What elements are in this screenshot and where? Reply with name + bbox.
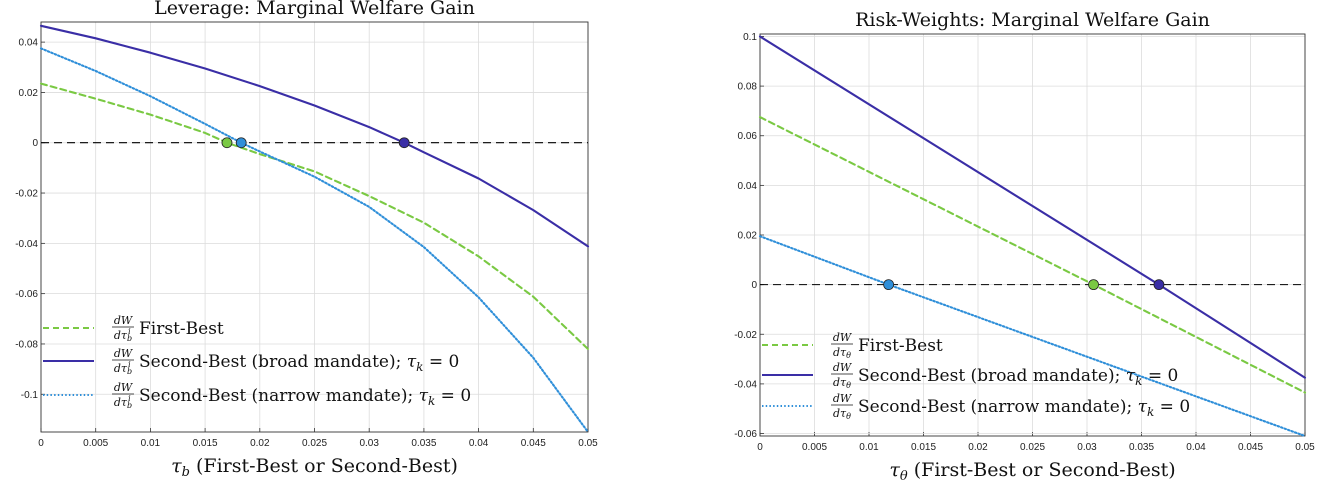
x-tick-label: 0.04 xyxy=(469,438,489,449)
y-tick-label: 0.02 xyxy=(738,231,758,242)
x-tick-label: 0.035 xyxy=(411,438,436,449)
axes-frame xyxy=(759,33,1306,437)
y-tick-label: 0.02 xyxy=(19,88,39,99)
legend-fraction-numerator: dW xyxy=(833,331,853,344)
root-marker-1 xyxy=(221,137,233,149)
y-tick-label: 0.04 xyxy=(738,181,758,192)
series-line-3 xyxy=(39,47,590,434)
y-tick-label: 0.04 xyxy=(19,38,39,49)
x-tick-label: 0.015 xyxy=(911,442,936,453)
chart-2: 0 0.005 0.01 0.015 0.02 0.025 0.03 0.035 0.04 0.0… xyxy=(734,9,1315,484)
y-tick-label: 0 xyxy=(751,280,757,291)
x-tick-label: 0.025 xyxy=(1020,442,1045,453)
legend-label-3: Second-Best (narrow mandate); τk = 0 xyxy=(858,397,1190,419)
root-marker-1 xyxy=(1088,279,1099,291)
x-tick-label: 0.05 xyxy=(578,438,598,449)
axes-frame xyxy=(40,21,589,433)
legend-label-1: First-Best xyxy=(139,319,224,339)
x-tick-label: 0.045 xyxy=(1238,442,1263,453)
y-tick-label: 0.06 xyxy=(738,131,758,142)
x-tick-label: 0.005 xyxy=(802,442,827,453)
root-marker-3 xyxy=(883,279,895,291)
x-tick-label: 0.015 xyxy=(193,438,218,449)
legend-fraction-denominator: dτθ xyxy=(833,407,851,421)
x-tick-label: 0.005 xyxy=(83,438,108,449)
legend-fraction-denominator: dτbi xyxy=(114,360,132,376)
legend-label-2: Second-Best (broad mandate); τk = 0 xyxy=(139,352,459,374)
legend-fraction-numerator: dW xyxy=(114,381,134,394)
chart-title: Leverage: Marginal Welfare Gain xyxy=(154,0,475,19)
series-line-2 xyxy=(39,24,590,248)
root-marker-2 xyxy=(398,137,410,149)
y-tick-label: -0.04 xyxy=(15,239,38,250)
x-tick-label: 0.03 xyxy=(1077,442,1097,453)
legend-fraction-numerator: dW xyxy=(833,392,853,405)
y-tick-label: 0.08 xyxy=(738,82,758,93)
x-tick-label: 0 xyxy=(38,438,44,449)
y-tick-label: -0.06 xyxy=(15,289,38,300)
x-tick-label: 0.025 xyxy=(302,438,327,449)
x-tick-label: 0.01 xyxy=(141,438,161,449)
x-tick-label: 0.035 xyxy=(1129,442,1154,453)
x-tick-label: 0.03 xyxy=(359,438,379,449)
legend-fraction-denominator: dτθ xyxy=(833,346,851,360)
x-tick-label: 0.01 xyxy=(859,442,879,453)
x-tick-label: 0.02 xyxy=(250,438,270,449)
legend-label-1: First-Best xyxy=(858,336,943,356)
y-tick-label: -0.02 xyxy=(734,330,757,341)
legend-label-3: Second-Best (narrow mandate); τk = 0 xyxy=(139,386,471,408)
y-tick-label: -0.02 xyxy=(15,189,38,200)
legend-fraction-numerator: dW xyxy=(114,314,134,327)
legend-label-2: Second-Best (broad mandate); τk = 0 xyxy=(858,366,1178,388)
x-axis-label: τθ (First-Best or Second-Best) xyxy=(889,459,1175,484)
y-tick-label: -0.1 xyxy=(21,390,39,401)
x-tick-label: 0 xyxy=(757,442,763,453)
root-marker-3 xyxy=(235,137,247,149)
chart-1: 0 0.005 0.01 0.015 0.02 0.025 0.03 0.035 0.04 0.0… xyxy=(15,0,598,480)
y-tick-label: 0.1 xyxy=(743,32,757,43)
x-tick-label: 0.02 xyxy=(968,442,988,453)
legend-fraction-numerator: dW xyxy=(833,361,853,374)
chart-title: Risk-Weights: Marginal Welfare Gain xyxy=(855,9,1210,31)
legend-fraction-denominator: dτθ xyxy=(833,376,851,390)
legend-fraction-denominator: dτbi xyxy=(114,327,132,343)
x-tick-label: 0.05 xyxy=(1295,442,1315,453)
y-tick-label: -0.06 xyxy=(734,429,757,440)
legend-fraction-numerator: dW xyxy=(114,347,134,360)
y-tick-label: -0.08 xyxy=(15,339,38,350)
x-axis-label: τb (First-Best or Second-Best) xyxy=(171,455,458,480)
x-tick-label: 0.04 xyxy=(1186,442,1206,453)
y-tick-label: 0 xyxy=(32,138,38,149)
root-marker-2 xyxy=(1153,279,1165,291)
legend-fraction-denominator: dτbi xyxy=(114,394,132,410)
y-tick-label: -0.04 xyxy=(734,379,757,390)
x-tick-label: 0.045 xyxy=(521,438,546,449)
series-line-1 xyxy=(39,82,590,351)
